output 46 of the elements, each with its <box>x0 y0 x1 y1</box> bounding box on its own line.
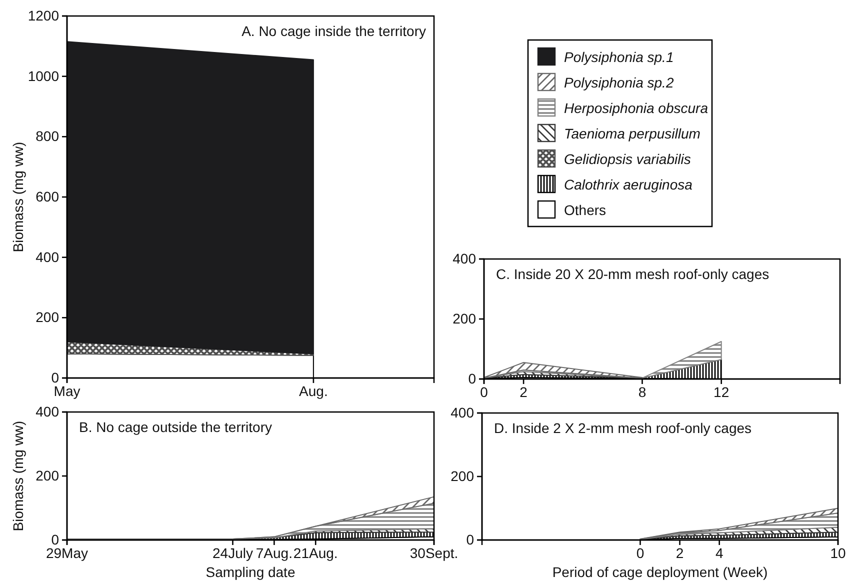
y-tick-label: 200 <box>36 467 60 484</box>
y-tick-label: 800 <box>36 128 60 144</box>
legend-label: Herposiphonia obscura <box>564 100 708 116</box>
x-tick-label: 0 <box>636 544 644 561</box>
x-tick-label: Aug. <box>299 382 328 399</box>
legend-label: Taenioma perpusillum <box>564 126 701 142</box>
x-tick-label: 2 <box>676 544 684 561</box>
x-tick-label: 12 <box>714 384 730 400</box>
y-tick-label: 0 <box>468 370 476 386</box>
y-tick-label: 400 <box>452 250 476 266</box>
x-tick-label: 2 <box>520 384 528 400</box>
text: A. No cage inside the territory <box>242 23 426 39</box>
y-tick-label: 200 <box>36 309 60 326</box>
legend-label: Polysiphonia sp.1 <box>564 49 674 65</box>
text: B. No cage outside the territory <box>79 419 272 435</box>
legend-label: Polysiphonia sp.2 <box>564 74 674 90</box>
y-tick-label: 400 <box>36 403 60 420</box>
text: C. Inside 20 X 20-mm mesh roof-only cages <box>496 266 770 282</box>
y-tick-label: 0 <box>466 531 474 548</box>
legend-label: Others <box>564 202 606 218</box>
y-axis-title: Biomass (mg ww) <box>10 420 26 532</box>
text: Gelidiopsis variabilis <box>564 151 691 167</box>
y-tick-label: 400 <box>36 248 60 265</box>
y-tick-label: 600 <box>36 188 60 204</box>
x-tick-label: 21Aug. <box>293 544 338 561</box>
legend-label: Calothrix aeruginosa <box>564 176 693 192</box>
x-tick-label: 4 <box>715 544 724 561</box>
x-tick-label: May <box>54 382 80 399</box>
y-axis-title: Biomass (mg ww) <box>10 142 26 252</box>
x-tick-label: 0 <box>480 384 488 400</box>
x-axis-title: Period of cage deployment (Week) <box>552 564 768 580</box>
text: D. Inside 2 X 2-mm mesh roof-only cages <box>494 420 752 436</box>
y-tick-label: 1000 <box>28 68 60 84</box>
y-tick-label: 200 <box>452 310 476 326</box>
x-tick-label: 8 <box>638 384 646 400</box>
x-tick-label: 30Sept. <box>410 544 458 561</box>
y-tick-label: 0 <box>51 531 60 548</box>
x-tick-label: 7Aug. <box>256 544 292 561</box>
x-tick-label: 29May <box>46 544 88 561</box>
x-tick-label: 24July <box>212 544 253 561</box>
x-tick-label: 10 <box>830 544 846 561</box>
y-tick-label: 200 <box>450 468 474 484</box>
x-axis-title: Sampling date <box>206 564 296 580</box>
y-tick-label: 400 <box>450 404 474 420</box>
y-tick-label: 1200 <box>28 7 60 24</box>
y-tick-label: 0 <box>51 369 60 386</box>
